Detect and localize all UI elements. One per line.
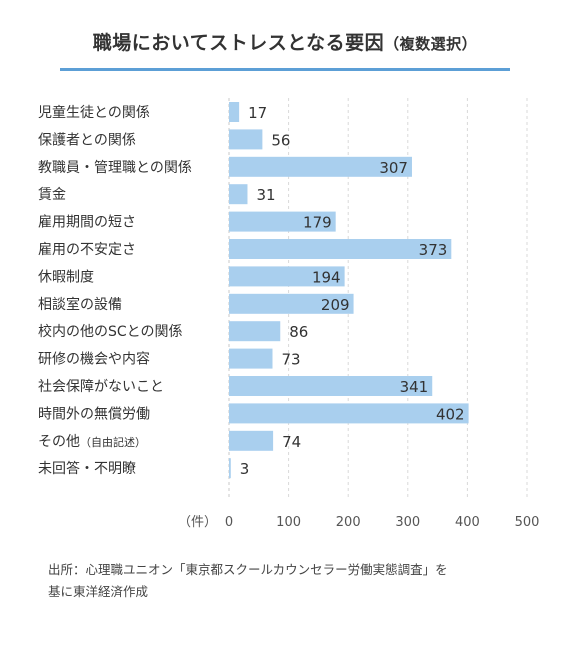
value-label: 3 xyxy=(240,460,250,478)
bar xyxy=(229,293,354,314)
value-label: 341 xyxy=(400,378,429,396)
value-label: 17 xyxy=(248,104,267,122)
bar xyxy=(229,376,433,396)
category-label: 未回答・不明瞭 xyxy=(38,460,136,477)
bar xyxy=(229,403,469,424)
category-label: 相談室の設備 xyxy=(38,296,122,313)
bar xyxy=(229,348,273,369)
chart-title-main: 職場においてストレスとなる要因 xyxy=(92,32,385,54)
x-tick-label: 100 xyxy=(276,515,301,530)
category-label: 社会保障がないこと xyxy=(38,379,164,395)
category-label: 研修の機会や内容 xyxy=(38,351,150,368)
value-label: 73 xyxy=(282,351,301,369)
value-label: 56 xyxy=(271,131,290,149)
category-label: 教職員・管理職との関係 xyxy=(38,160,192,176)
chart-title: 職場においてストレスとなる要因（複数選択） xyxy=(93,32,477,54)
bar xyxy=(229,211,336,232)
value-label: 209 xyxy=(321,296,350,314)
value-label: 179 xyxy=(303,214,332,232)
value-label: 74 xyxy=(282,433,301,451)
bar xyxy=(229,184,248,205)
bar xyxy=(229,156,412,177)
bar-chart: 児童生徒との関係 17 保護者との関係 56 教職員・管理職との関係 307 賃金 31 雇用期… xyxy=(38,98,540,530)
value-label: 373 xyxy=(419,241,448,259)
x-tick-label: 500 xyxy=(515,515,540,530)
bar xyxy=(229,239,452,259)
bar xyxy=(229,458,231,479)
value-label: 307 xyxy=(379,159,408,177)
chart-title-block: 職場においてストレスとなる要因（複数選択） xyxy=(0,28,570,55)
source-line-1: 出所：心理職ユニオン「東京都スクールカウンセラー労働実態調査」を xyxy=(48,562,448,577)
title-underline xyxy=(60,68,510,71)
category-label: その他（自由記述） xyxy=(38,434,146,450)
bar xyxy=(229,321,281,342)
bar xyxy=(229,102,240,122)
category-label: 賃金 xyxy=(38,187,66,203)
category-label: 児童生徒との関係 xyxy=(38,104,150,121)
x-tick-label: 400 xyxy=(455,515,480,530)
x-tick-label: 300 xyxy=(395,515,420,530)
category-label: 保護者との関係 xyxy=(38,132,136,148)
x-tick-label: 0 xyxy=(225,515,233,530)
value-label: 402 xyxy=(436,405,465,423)
value-label: 31 xyxy=(256,186,275,204)
x-tick-label: 200 xyxy=(336,515,361,530)
category-label: 校内の他のSCとの関係 xyxy=(38,323,183,340)
bar xyxy=(229,129,263,150)
category-label: 雇用の不安定さ xyxy=(38,241,136,258)
value-label: 194 xyxy=(312,268,341,286)
category-label: 雇用期間の短さ xyxy=(38,214,136,231)
bar xyxy=(229,430,274,451)
category-note: （自由記述） xyxy=(80,435,146,449)
value-label: 86 xyxy=(289,323,308,341)
category-label: 休暇制度 xyxy=(38,269,94,285)
bar xyxy=(229,266,345,287)
source-line-2: 基に東洋経済作成 xyxy=(48,584,149,599)
x-axis-unit: （件） xyxy=(178,515,217,530)
source-note: 出所：心理職ユニオン「東京都スクールカウンセラー労働実態調査」を 基に東洋経済作… xyxy=(48,559,528,603)
chart-title-suffix: （複数選択） xyxy=(384,35,478,53)
category-label: 時間外の無償労働 xyxy=(38,406,150,422)
